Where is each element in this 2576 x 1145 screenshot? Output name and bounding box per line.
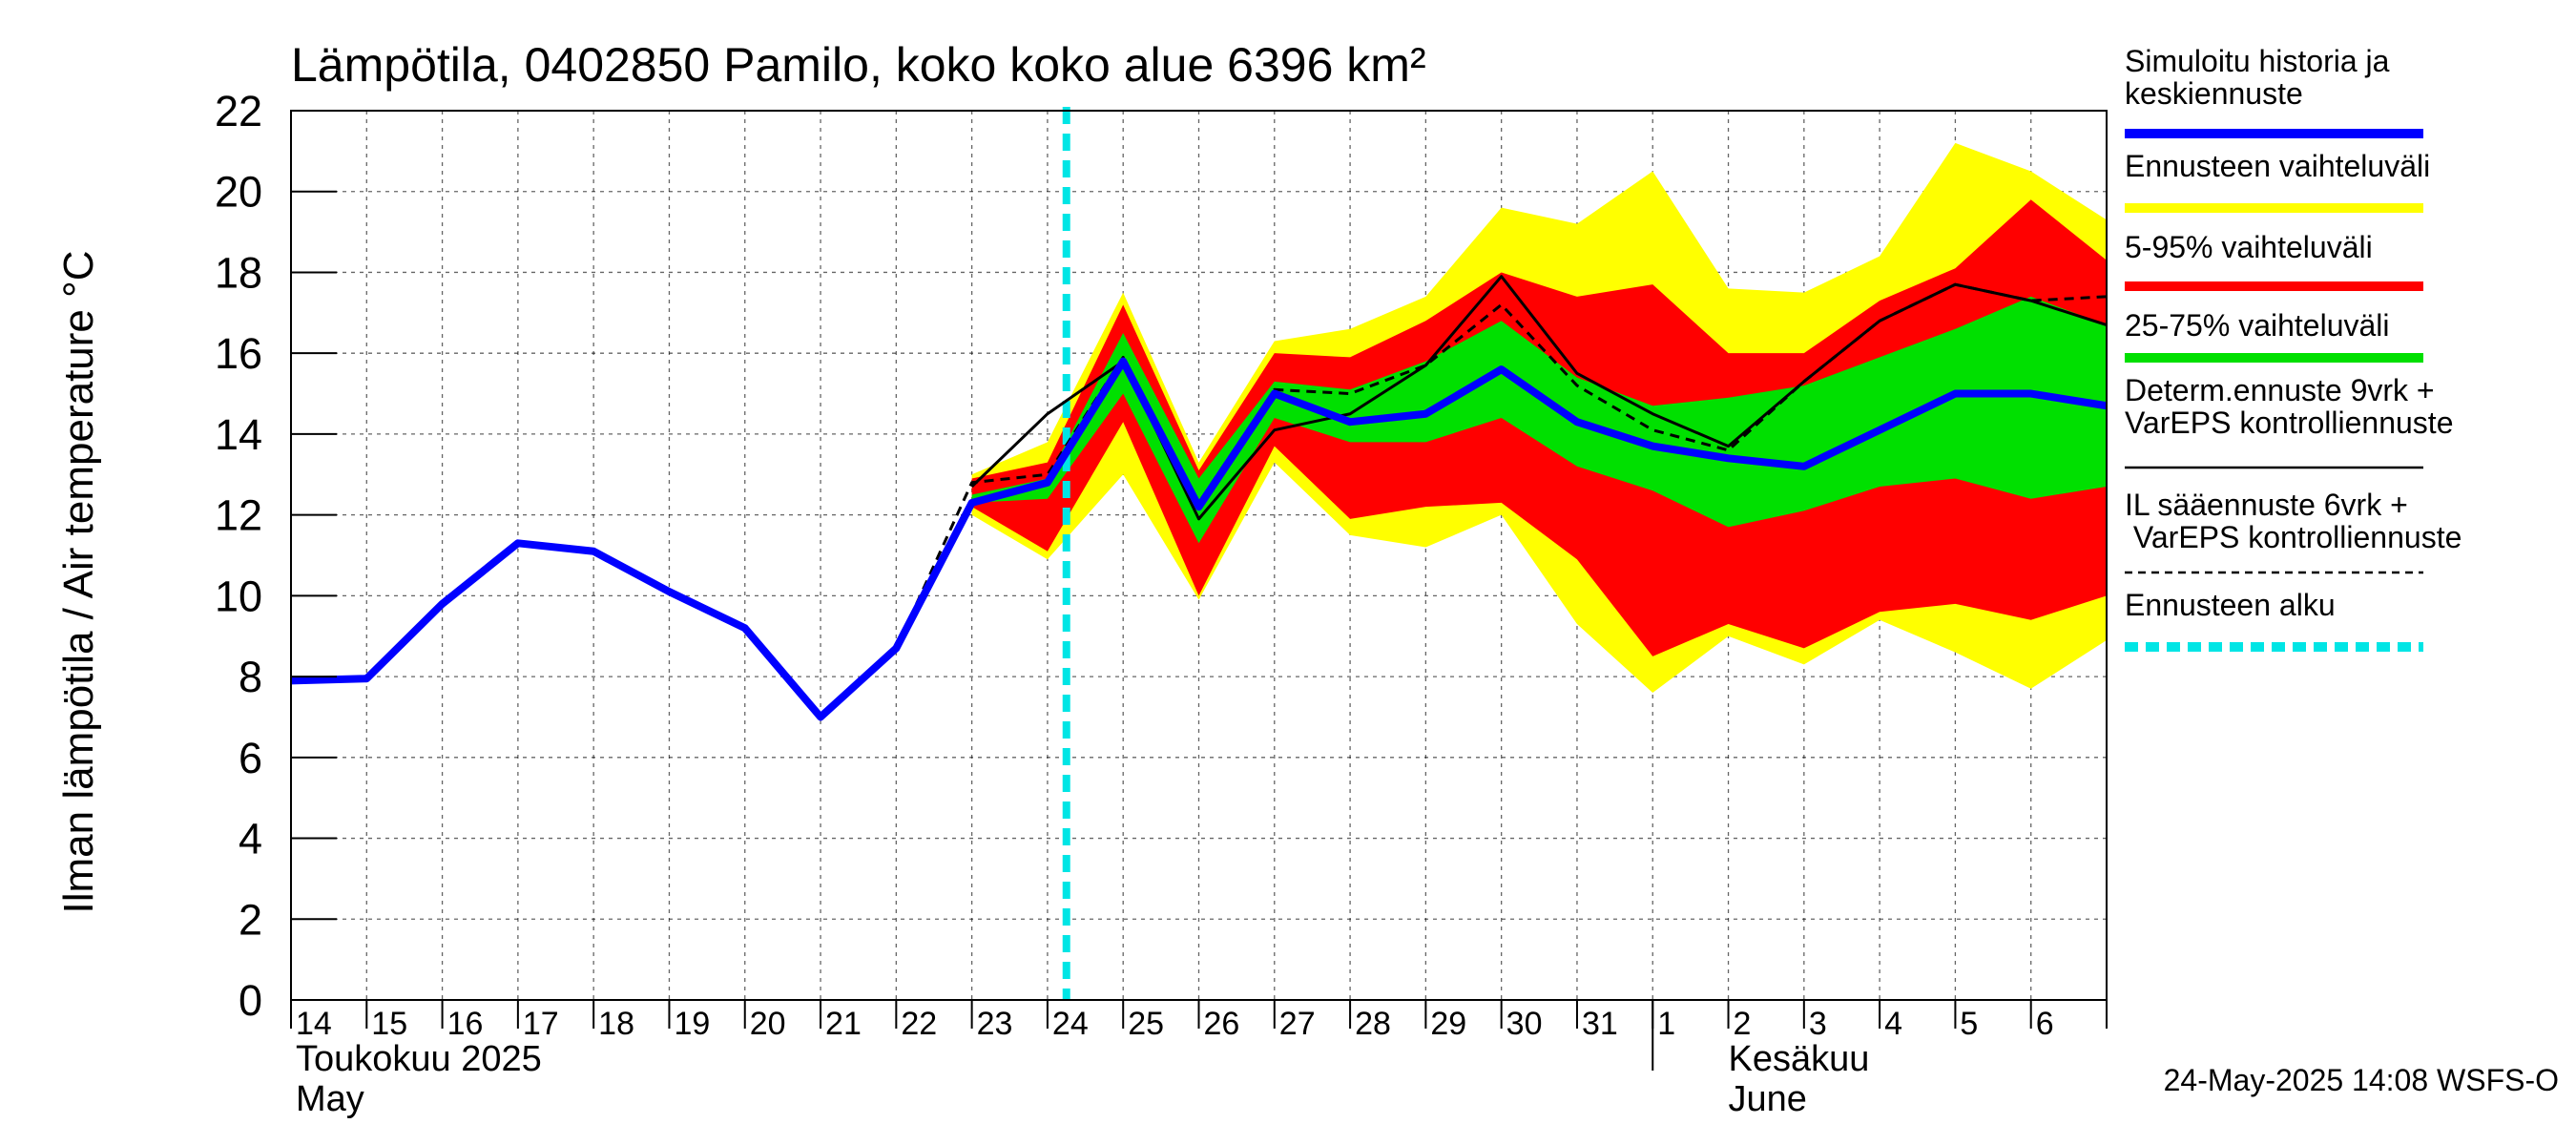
month-label-en: June xyxy=(1729,1079,1807,1119)
x-tick-label: 30 xyxy=(1506,1006,1543,1042)
x-tick-label: 5 xyxy=(1960,1006,1978,1042)
x-tick-label: 19 xyxy=(674,1006,710,1042)
x-tick-label: 6 xyxy=(2036,1006,2054,1042)
legend-label: Ennusteen alku xyxy=(2125,588,2336,622)
legend-label: IL sääennuste 6vrk + VarEPS kontrollienn… xyxy=(2125,488,2462,554)
series-lines xyxy=(290,107,2108,1000)
x-tick-label: 25 xyxy=(1128,1006,1164,1042)
footer-timestamp: 24-May-2025 14:08 WSFS-O xyxy=(2164,1063,2559,1097)
x-tick-label: 23 xyxy=(977,1006,1013,1042)
band-25-75-vaihteluv-li xyxy=(971,296,2107,544)
bands xyxy=(971,142,2107,694)
legend-item: 25-75% vaihteluväli xyxy=(2125,308,2423,363)
chart-title: Lämpötila, 0402850 Pamilo, koko koko alu… xyxy=(291,38,1426,92)
x-tick-label: 18 xyxy=(598,1006,634,1042)
y-tick-label: 16 xyxy=(215,329,262,378)
y-tick-label: 8 xyxy=(239,653,262,701)
x-tick-label: 31 xyxy=(1582,1006,1618,1042)
x-tick-label: 24 xyxy=(1052,1006,1089,1042)
y-tick-label: 4 xyxy=(239,815,262,864)
y-tick-label: 14 xyxy=(215,410,262,459)
legend-item: IL sääennuste 6vrk + VarEPS kontrollienn… xyxy=(2125,488,2462,574)
x-tick-label: 26 xyxy=(1204,1006,1240,1042)
legend-label: 5-95% vaihteluväli xyxy=(2125,230,2373,264)
x-tick-label: 4 xyxy=(1884,1006,1902,1042)
legend-item: 5-95% vaihteluväli xyxy=(2125,230,2423,291)
y-tick-label: 20 xyxy=(215,168,262,217)
x-tick-label: 29 xyxy=(1430,1006,1466,1042)
month-label-fi: Toukokuu 2025 xyxy=(296,1039,542,1079)
month-label-fi: Kesäkuu xyxy=(1729,1039,1870,1079)
y-tick-label: 0 xyxy=(239,976,262,1025)
y-tick-label: 18 xyxy=(215,248,262,297)
y-tick-label: 6 xyxy=(239,734,262,782)
x-tick-label: 15 xyxy=(371,1006,407,1042)
y-tick-label: 10 xyxy=(215,572,262,620)
x-tick-label: 28 xyxy=(1355,1006,1391,1042)
y-tick-label: 12 xyxy=(215,491,262,540)
legend-label: Determ.ennuste 9vrk + VarEPS kontrollienn… xyxy=(2125,373,2453,440)
x-tick-label: 21 xyxy=(825,1006,862,1042)
legend-item: Determ.ennuste 9vrk + VarEPS kontrollienn… xyxy=(2125,373,2453,469)
y-axis-label: Ilman lämpötila / Air temperature °C xyxy=(55,251,102,914)
legend-item: Ennusteen vaihteluväli xyxy=(2125,149,2430,213)
x-tick-label: 22 xyxy=(901,1006,937,1042)
legend-item: Ennusteen alku xyxy=(2125,588,2423,652)
legend-label: Ennusteen vaihteluväli xyxy=(2125,149,2430,183)
month-label-en: May xyxy=(296,1079,364,1119)
x-tick-label: 2 xyxy=(1734,1006,1752,1042)
x-tick-label: 1 xyxy=(1657,1006,1675,1042)
x-tick-label: 14 xyxy=(296,1006,332,1042)
y-tick-label: 2 xyxy=(239,895,262,944)
legend-label: Simuloitu historia ja keskiennuste xyxy=(2125,44,2390,111)
legend-item: Simuloitu historia ja keskiennuste xyxy=(2125,44,2423,138)
x-tick-label: 20 xyxy=(750,1006,786,1042)
y-tick-label: 22 xyxy=(215,87,262,135)
x-tick-label: 3 xyxy=(1809,1006,1827,1042)
legend-label: 25-75% vaihteluväli xyxy=(2125,308,2390,343)
series-line-simulated-mean xyxy=(290,357,2108,721)
x-tick-label: 27 xyxy=(1279,1006,1316,1042)
legend: Simuloitu historia ja keskiennuste Ennuste… xyxy=(2125,44,2462,652)
x-tick-label: 16 xyxy=(447,1006,484,1042)
x-tick-label: 17 xyxy=(523,1006,559,1042)
